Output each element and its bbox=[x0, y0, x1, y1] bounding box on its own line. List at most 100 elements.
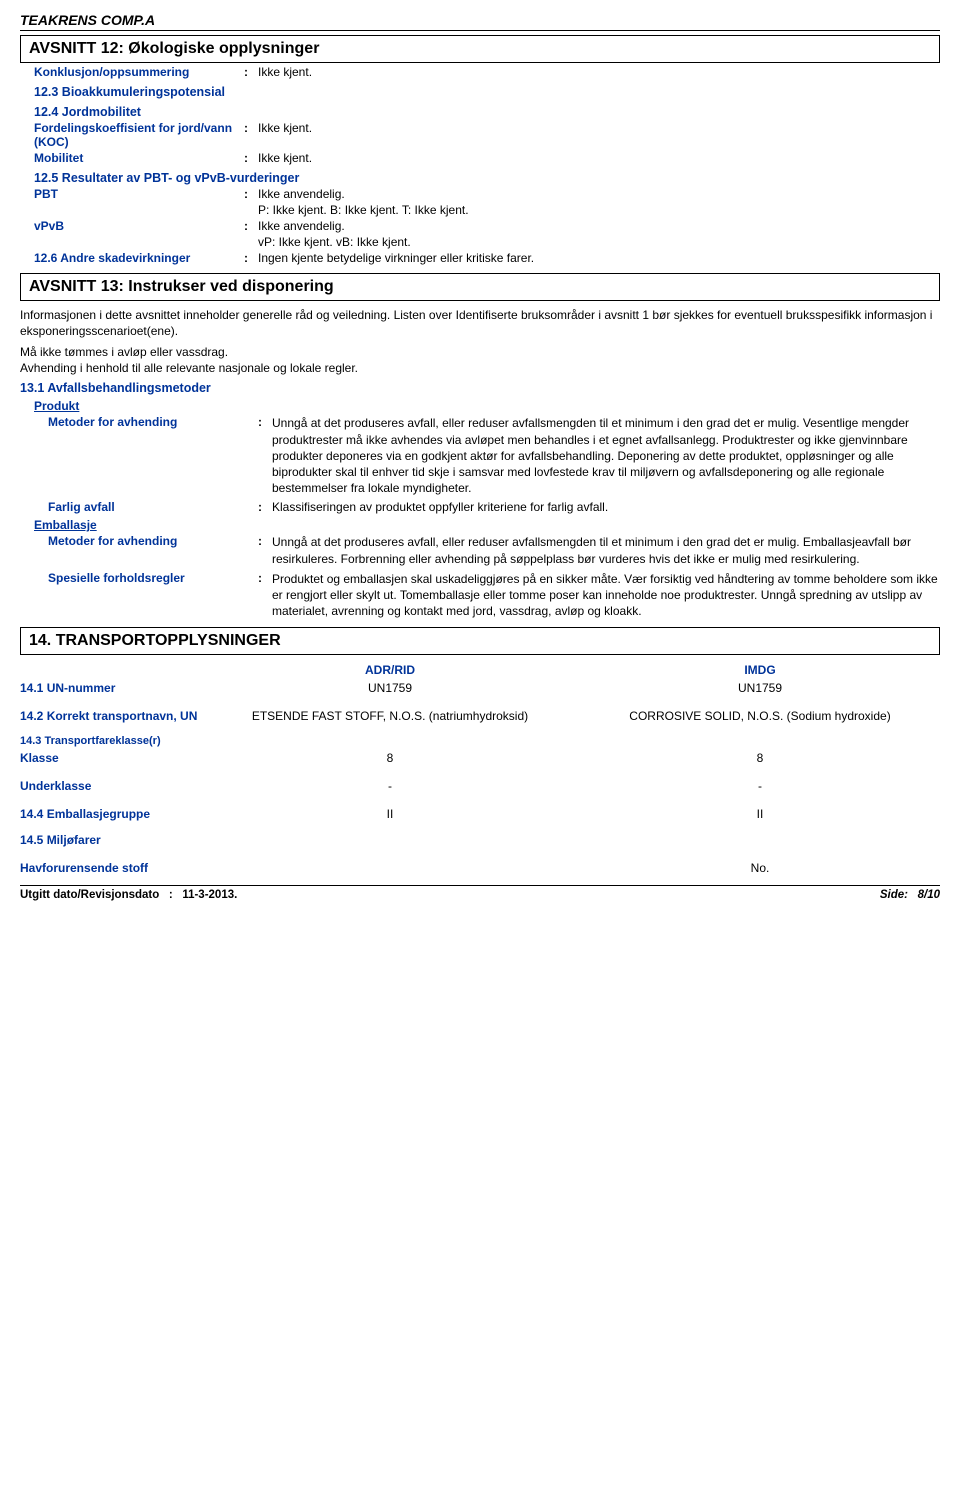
hazwaste-value: Klassifiseringen av produktet oppfyller … bbox=[272, 500, 940, 514]
col-adr: ADR/RID bbox=[210, 663, 570, 677]
subclass-label: Underklasse bbox=[20, 779, 200, 793]
name-adr: ETSENDE FAST STOFF, N.O.S. (natriumhydro… bbox=[210, 709, 570, 723]
spacer bbox=[34, 235, 244, 249]
spacer bbox=[580, 797, 940, 803]
precautions-value: Produktet og emballasjen skal uskadeligg… bbox=[272, 571, 940, 620]
spacer bbox=[580, 727, 940, 747]
partition-label: Fordelingskoeffisient for jord/vann (KOC… bbox=[34, 121, 244, 149]
colon: : bbox=[244, 251, 258, 265]
disposal-label-product: Metoder for avhending bbox=[48, 415, 258, 496]
footer-date-value: 11-3-2013. bbox=[182, 889, 237, 901]
subclass-imdg: - bbox=[580, 779, 940, 793]
product-title: TEAKRENS COMP.A bbox=[20, 12, 940, 31]
section-14-heading: 14. TRANSPORTOPPLYSNINGER bbox=[29, 632, 931, 650]
spacer bbox=[210, 797, 570, 803]
colon: : bbox=[258, 415, 272, 496]
marinepoll-imdg: No. bbox=[580, 861, 940, 875]
spacer bbox=[210, 861, 570, 875]
packaging-subhead: Emballasje bbox=[34, 518, 940, 532]
colon: : bbox=[258, 500, 272, 514]
spacer bbox=[580, 825, 940, 847]
mobility-value: Ikke kjent. bbox=[258, 151, 940, 165]
col-imdg: IMDG bbox=[580, 663, 940, 677]
pbt-value: Ikke anvendelig. bbox=[258, 187, 940, 201]
pg-adr: II bbox=[210, 807, 570, 821]
spacer bbox=[210, 851, 570, 857]
section-13-note2: Avhending i henhold til alle relevante n… bbox=[20, 361, 940, 375]
vpvb-detail: vP: Ikke kjent. vB: Ikke kjent. bbox=[258, 235, 940, 249]
spacer bbox=[210, 769, 570, 775]
other-effects-label: 12.6 Andre skadevirkninger bbox=[34, 251, 244, 265]
spacer bbox=[20, 797, 200, 803]
hazwaste-label: Farlig avfall bbox=[48, 500, 258, 514]
pbt-detail: P: Ikke kjent. B: Ikke kjent. T: Ikke kj… bbox=[258, 203, 940, 217]
transport-grid: ADR/RID IMDG 14.1 UN-nummer UN1759 UN175… bbox=[20, 663, 940, 875]
colon: : bbox=[244, 187, 258, 201]
spacer bbox=[20, 663, 200, 677]
envhaz-label: 14.5 Miljøfarer bbox=[20, 833, 200, 847]
spacer bbox=[580, 851, 940, 857]
colon: : bbox=[258, 534, 272, 566]
class-adr: 8 bbox=[210, 751, 570, 765]
marinepoll-label: Havforurensende stoff bbox=[20, 861, 200, 875]
spacer bbox=[580, 769, 940, 775]
section-13-intro: Informasjonen i dette avsnittet innehold… bbox=[20, 307, 940, 339]
subclass-adr: - bbox=[210, 779, 570, 793]
un-imdg: UN1759 bbox=[580, 681, 940, 695]
colon: : bbox=[244, 219, 258, 233]
precautions-label: Spesielle forholdsregler bbox=[48, 571, 258, 620]
footer-page-label: Side: bbox=[880, 889, 908, 901]
colon: : bbox=[244, 151, 258, 165]
other-effects-value: Ingen kjente betydelige virkninger eller… bbox=[258, 251, 940, 265]
section-13-note1: Må ikke tømmes i avløp eller vassdrag. bbox=[20, 345, 940, 359]
section-13-box: AVSNITT 13: Instrukser ved disponering bbox=[20, 273, 940, 301]
methods-heading: 13.1 Avfallsbehandlingsmetoder bbox=[20, 381, 940, 395]
footer-page-value: 8/10 bbox=[918, 889, 940, 901]
conclusion-value: Ikke kjent. bbox=[258, 65, 940, 79]
vpvb-value: Ikke anvendelig. bbox=[258, 219, 940, 233]
name-label: 14.2 Korrekt transportnavn, UN bbox=[20, 709, 200, 723]
colon: : bbox=[162, 889, 179, 901]
spacer bbox=[244, 203, 258, 217]
spacer bbox=[20, 851, 200, 857]
class-imdg: 8 bbox=[580, 751, 940, 765]
section-12-box: AVSNITT 12: Økologiske opplysninger bbox=[20, 35, 940, 63]
class-label: Klasse bbox=[20, 751, 200, 765]
class-heading: 14.3 Transportfareklasse(r) bbox=[20, 735, 200, 747]
spacer bbox=[34, 203, 244, 217]
colon: : bbox=[258, 571, 272, 620]
pg-imdg: II bbox=[580, 807, 940, 821]
name-imdg: CORROSIVE SOLID, N.O.S. (Sodium hydroxid… bbox=[580, 709, 940, 723]
mobility-label: Mobilitet bbox=[34, 151, 244, 165]
product-subhead: Produkt bbox=[34, 399, 940, 413]
disposal-packaging-text: Unngå at det produseres avfall, eller re… bbox=[272, 534, 940, 566]
spacer bbox=[210, 727, 570, 747]
conclusion-label: Konklusjon/oppsummering bbox=[34, 65, 244, 79]
colon: : bbox=[244, 121, 258, 149]
spacer bbox=[20, 769, 200, 775]
un-adr: UN1759 bbox=[210, 681, 570, 695]
footer-page-value bbox=[911, 889, 914, 901]
section-14-box: 14. TRANSPORTOPPLYSNINGER bbox=[20, 627, 940, 655]
bioacc-heading: 12.3 Bioakkumuleringspotensial bbox=[34, 85, 940, 99]
mobility-heading: 12.4 Jordmobilitet bbox=[34, 105, 940, 119]
vpvb-label: vPvB bbox=[34, 219, 244, 233]
un-label: 14.1 UN-nummer bbox=[20, 681, 200, 695]
pg-label: 14.4 Emballasjegruppe bbox=[20, 807, 200, 821]
colon: : bbox=[244, 65, 258, 79]
spacer bbox=[210, 699, 570, 705]
pbt-label: PBT bbox=[34, 187, 244, 201]
section-12-heading: AVSNITT 12: Økologiske opplysninger bbox=[29, 40, 931, 58]
section-13-heading: AVSNITT 13: Instrukser ved disponering bbox=[29, 278, 931, 296]
partition-value: Ikke kjent. bbox=[258, 121, 940, 149]
spacer bbox=[20, 699, 200, 705]
spacer bbox=[580, 699, 940, 705]
pbt-heading: 12.5 Resultater av PBT- og vPvB-vurderin… bbox=[34, 171, 940, 185]
footer: Utgitt dato/Revisjonsdato : 11-3-2013. S… bbox=[20, 885, 940, 901]
spacer bbox=[210, 825, 570, 847]
disposal-label-packaging: Metoder for avhending bbox=[48, 534, 258, 566]
disposal-product-text: Unngå at det produseres avfall, eller re… bbox=[272, 415, 940, 496]
section-12-body: Konklusjon/oppsummering : Ikke kjent. 12… bbox=[34, 65, 940, 265]
spacer bbox=[244, 235, 258, 249]
footer-date-label: Utgitt dato/Revisjonsdato bbox=[20, 889, 159, 901]
